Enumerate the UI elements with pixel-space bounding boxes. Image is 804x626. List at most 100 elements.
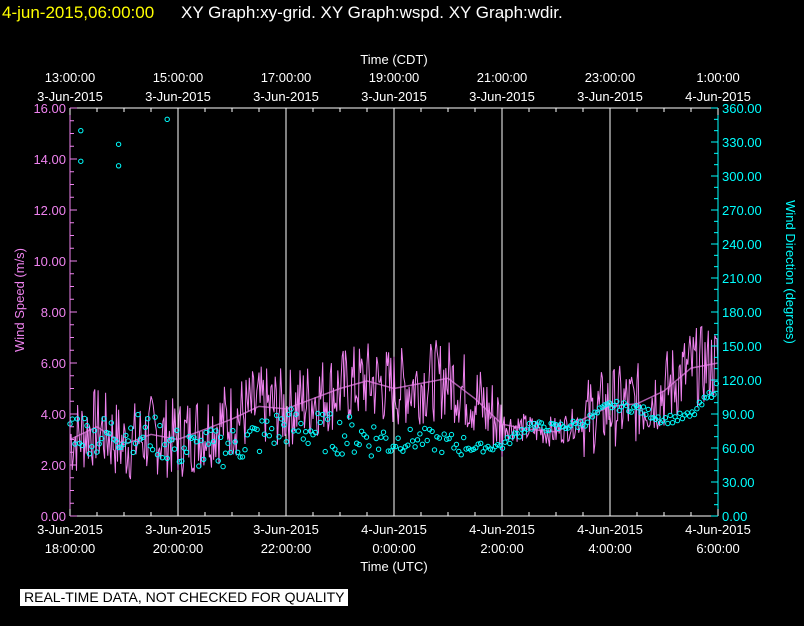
direction-point bbox=[424, 437, 430, 444]
direction-point bbox=[276, 434, 282, 440]
direction-outlier-2 bbox=[115, 141, 122, 147]
direction-point bbox=[324, 416, 331, 422]
direction-point bbox=[288, 406, 294, 412]
direction-point bbox=[98, 435, 105, 442]
direction-point bbox=[247, 428, 253, 434]
right-tick-label: 150.00 bbox=[722, 339, 762, 354]
direction-point bbox=[679, 415, 686, 422]
direction-point bbox=[232, 439, 238, 445]
direction-point bbox=[149, 447, 156, 453]
direction-point bbox=[132, 440, 139, 447]
direction-point bbox=[431, 447, 438, 453]
direction-point bbox=[538, 420, 545, 426]
direction-point bbox=[502, 439, 508, 445]
direction-point bbox=[264, 418, 270, 424]
direction-point bbox=[706, 389, 712, 396]
direction-point bbox=[356, 441, 362, 448]
left-tick-label: 12.00 bbox=[33, 203, 66, 218]
direction-point bbox=[422, 425, 428, 432]
right-tick-label: 330.00 bbox=[722, 135, 762, 150]
direction-point bbox=[655, 414, 661, 420]
direction-point bbox=[648, 415, 654, 421]
direction-point bbox=[606, 400, 613, 406]
left-tick-label: 14.00 bbox=[33, 152, 66, 167]
direction-outlier-3 bbox=[115, 163, 122, 169]
bottom-tick-date: 4-Jun-2015 bbox=[685, 522, 751, 537]
top-tick-date: 3-Jun-2015 bbox=[145, 89, 211, 104]
direction-point bbox=[548, 420, 554, 427]
direction-point bbox=[300, 436, 306, 442]
bottom-tick-time: 22:00:00 bbox=[261, 541, 312, 556]
direction-point bbox=[164, 455, 170, 461]
direction-point bbox=[179, 458, 185, 464]
direction-point bbox=[171, 446, 178, 452]
direction-point bbox=[635, 405, 642, 411]
direction-point bbox=[344, 440, 350, 447]
direction-point bbox=[448, 431, 455, 438]
direction-point bbox=[514, 430, 520, 437]
direction-point bbox=[142, 424, 149, 430]
left-tick-label: 8.00 bbox=[41, 305, 66, 320]
left-tick-label: 16.00 bbox=[33, 101, 66, 116]
direction-point bbox=[407, 426, 413, 433]
direction-point bbox=[205, 441, 212, 447]
direction-point bbox=[417, 431, 423, 437]
direction-point bbox=[130, 449, 136, 456]
direction-point bbox=[701, 394, 707, 400]
direction-point bbox=[244, 432, 251, 438]
direction-point bbox=[584, 419, 591, 425]
direction-point bbox=[640, 404, 647, 410]
direction-point bbox=[533, 423, 540, 429]
quality-note: REAL-TIME DATA, NOT CHECKED FOR QUALITY bbox=[20, 589, 349, 606]
left-tick-label: 2.00 bbox=[41, 458, 66, 473]
bottom-tick-time: 6:00:00 bbox=[696, 541, 739, 556]
direction-point bbox=[169, 436, 175, 442]
direction-point bbox=[390, 443, 396, 449]
direction-point bbox=[94, 449, 100, 455]
top-tick-time: 13:00:00 bbox=[45, 70, 96, 85]
direction-point bbox=[451, 445, 457, 451]
bottom-tick-date: 4-Jun-2015 bbox=[469, 522, 535, 537]
top-tick-time: 23:00:00 bbox=[585, 70, 636, 85]
direction-point bbox=[618, 404, 625, 410]
direction-point bbox=[555, 425, 562, 431]
direction-point bbox=[235, 449, 241, 455]
direction-point bbox=[412, 444, 418, 450]
direction-point bbox=[152, 414, 158, 420]
direction-point bbox=[711, 391, 717, 398]
direction-point bbox=[405, 442, 411, 448]
bottom-tick-time: 0:00:00 bbox=[372, 541, 415, 556]
direction-point bbox=[159, 455, 166, 461]
direction-point bbox=[145, 416, 151, 422]
direction-point bbox=[645, 406, 651, 413]
direction-point bbox=[128, 425, 134, 431]
direction-point bbox=[541, 424, 547, 430]
direction-point bbox=[480, 449, 486, 455]
right-tick-label: 30.00 bbox=[722, 475, 755, 490]
direction-point bbox=[674, 417, 681, 424]
direction-point bbox=[315, 410, 321, 417]
direction-point bbox=[269, 425, 275, 432]
top-tick-date: 3-Jun-2015 bbox=[253, 89, 319, 104]
direction-point bbox=[529, 426, 535, 432]
direction-point bbox=[628, 409, 634, 415]
direction-point bbox=[222, 450, 229, 456]
direction-point bbox=[135, 411, 141, 418]
direction-point bbox=[371, 424, 377, 430]
direction-point bbox=[643, 411, 649, 418]
direction-point bbox=[567, 423, 574, 429]
direction-point bbox=[546, 427, 552, 434]
direction-point bbox=[446, 435, 452, 442]
direction-point bbox=[271, 440, 277, 446]
direction-point bbox=[553, 422, 559, 428]
bottom-tick-time: 4:00:00 bbox=[588, 541, 631, 556]
direction-point bbox=[677, 410, 683, 416]
direction-point bbox=[665, 420, 671, 427]
graph-titles: XY Graph:xy-grid. XY Graph:wspd. XY Grap… bbox=[181, 3, 563, 22]
direction-point bbox=[174, 427, 180, 433]
direction-point bbox=[327, 411, 333, 417]
direction-point bbox=[378, 434, 384, 440]
direction-point bbox=[198, 437, 204, 444]
direction-point bbox=[295, 428, 302, 434]
direction-point bbox=[261, 431, 268, 437]
